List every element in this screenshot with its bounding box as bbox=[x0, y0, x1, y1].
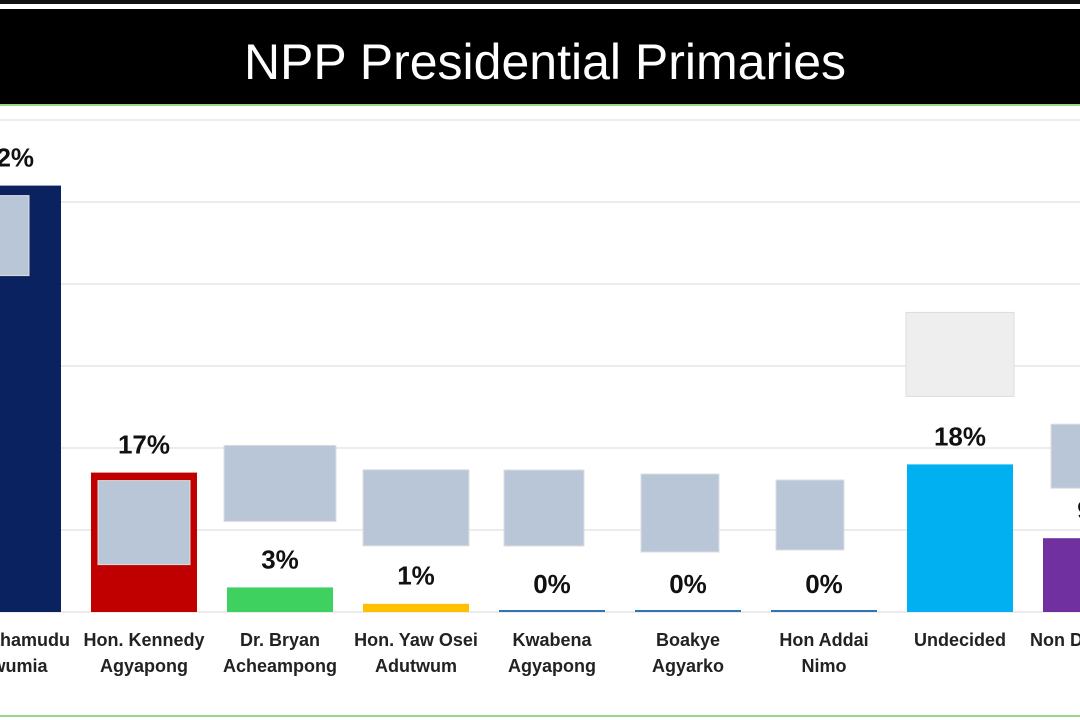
chart-title: NPP Presidential Primaries bbox=[244, 34, 846, 90]
value-label: 18% bbox=[934, 421, 986, 451]
x-tick-label: Hon. Kennedy Agyapong bbox=[83, 630, 205, 676]
bar bbox=[771, 610, 877, 612]
photo bbox=[223, 444, 337, 522]
bar bbox=[499, 610, 605, 612]
x-tick-label: Non Disclosure bbox=[1029, 630, 1080, 650]
x-tick-label: Hon. Yaw Osei Adutwum bbox=[354, 630, 478, 676]
value-label: 0% bbox=[669, 569, 707, 599]
photo bbox=[1050, 423, 1080, 489]
photo bbox=[640, 473, 720, 553]
x-tick-label: Boakye Agyarko bbox=[651, 630, 725, 676]
x-tick-label: Dr. Bryan Acheampong bbox=[222, 630, 337, 676]
top-border bbox=[0, 0, 1080, 4]
photo bbox=[503, 469, 585, 547]
title-band bbox=[0, 9, 1080, 104]
value-label: 9% bbox=[1077, 495, 1080, 525]
photo bbox=[362, 469, 470, 547]
x-tick-label: Kwabena Agyapong bbox=[508, 630, 596, 676]
photo bbox=[775, 479, 845, 551]
photo bbox=[905, 311, 1015, 397]
x-tick-label: Undecided bbox=[913, 630, 1006, 650]
value-label: 0% bbox=[533, 569, 571, 599]
bar bbox=[1043, 538, 1080, 612]
value-label: 3% bbox=[261, 544, 299, 574]
photo bbox=[97, 480, 191, 566]
x-tick-label: Hon Addai Nimo bbox=[779, 630, 869, 676]
bar bbox=[635, 610, 741, 612]
value-label: 0% bbox=[805, 569, 843, 599]
bar bbox=[227, 587, 333, 612]
value-label: 17% bbox=[118, 429, 170, 459]
bar bbox=[907, 464, 1013, 612]
value-label: 1% bbox=[397, 561, 435, 591]
bar bbox=[363, 603, 469, 612]
value-label: 52% bbox=[0, 142, 34, 172]
x-tick-label: Dr. Mahamudu Bawumia bbox=[0, 630, 70, 676]
photo bbox=[0, 195, 30, 277]
